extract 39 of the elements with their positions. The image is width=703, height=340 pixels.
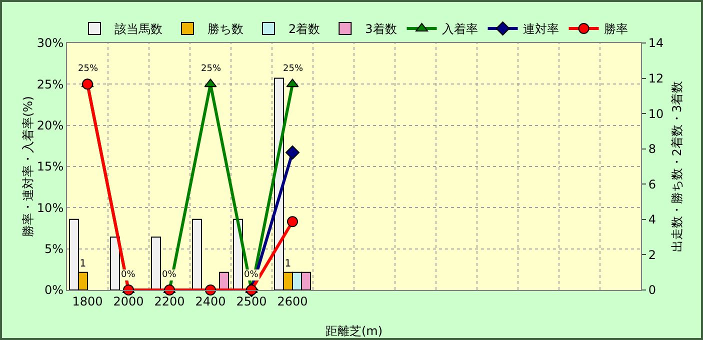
y2-tick-label: 10 — [648, 106, 664, 121]
data-label: 0% — [162, 270, 177, 280]
y-tick-label: 15% — [36, 160, 64, 174]
y-tick-label: 10% — [36, 200, 64, 215]
data-label: 25% — [283, 64, 304, 74]
data-label: 0% — [244, 270, 259, 280]
data-label: 25% — [201, 64, 222, 74]
y2-tick-label: 6 — [648, 177, 656, 192]
y-tick-label: 5% — [44, 242, 64, 256]
data-label: 25% — [78, 64, 98, 74]
legend-label: 3着数 — [365, 22, 397, 36]
data-label: 1 — [80, 258, 86, 270]
x-tick-label: 2600 — [277, 294, 308, 308]
y2-tick-label: 4 — [648, 212, 656, 227]
legend-label: 該当馬数 — [114, 22, 162, 36]
y-tick-label: 0% — [44, 283, 64, 298]
x-tick-label: 2500 — [236, 294, 267, 308]
y-axis-title: 勝率・連対率・入着率(%) — [20, 96, 35, 237]
legend-label: 勝ち数 — [208, 22, 244, 36]
y-tick-label: 25% — [36, 77, 64, 92]
x-tick-label: 2000 — [113, 294, 144, 308]
y-tick-label: 20% — [36, 118, 64, 133]
y-tick-label: 30% — [36, 36, 64, 50]
y2-axis-title: 出走数・勝ち数・2着数・3着数 — [670, 80, 684, 252]
x-tick-label: 1800 — [72, 294, 103, 308]
legend-label: 2着数 — [288, 22, 320, 36]
y2-tick-label: 2 — [648, 248, 656, 262]
data-label: 1 — [284, 258, 292, 270]
y2-tick-label: 0 — [648, 283, 656, 298]
y2-tick-label: 12 — [648, 71, 664, 86]
data-label: 0% — [121, 270, 136, 280]
x-tick-label: 2400 — [195, 294, 226, 308]
y2-tick-label: 8 — [648, 142, 656, 156]
legend-label: 連対率 — [522, 22, 559, 36]
legend-label: 勝率 — [604, 22, 628, 36]
y2-tick-label: 14 — [648, 36, 664, 50]
x-axis-title: 距離芝(m) — [325, 324, 383, 338]
x-tick-label: 2200 — [154, 294, 185, 308]
legend-label: 入着率 — [442, 22, 478, 36]
